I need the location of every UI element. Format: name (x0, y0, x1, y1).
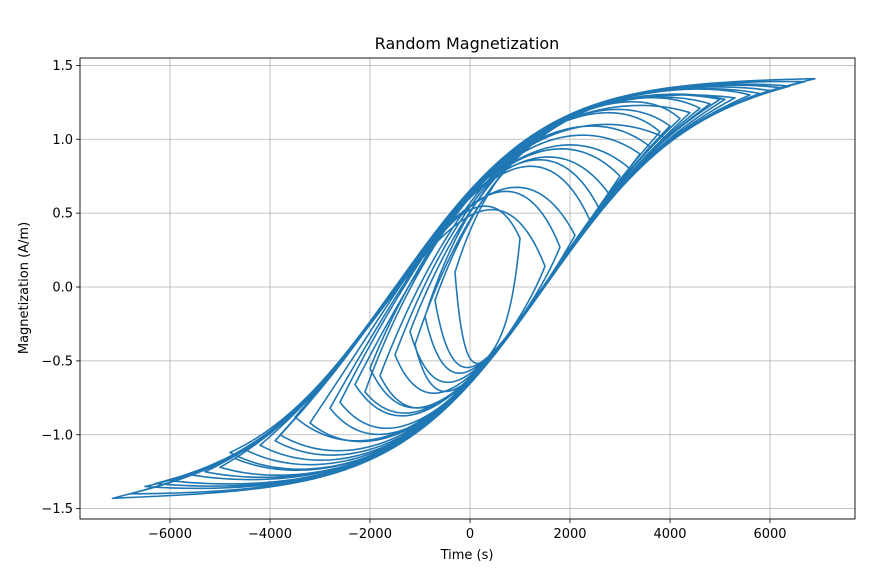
x-axis-label: Time (s) (440, 548, 494, 563)
plot-area (111, 77, 816, 500)
x-tick-label: −2000 (348, 527, 392, 542)
grid-lines (80, 58, 855, 519)
y-tick-label: −0.5 (41, 354, 73, 369)
y-tick-label: 0.0 (52, 281, 73, 296)
y-tick-label: −1.0 (41, 428, 73, 443)
x-tick-label: 6000 (753, 527, 786, 542)
y-tick-label: 1.0 (52, 133, 73, 148)
y-tick-label: −1.5 (41, 502, 73, 517)
y-axis-label: Magnetization (A/m) (17, 222, 32, 354)
x-tick-label: 0 (466, 527, 474, 542)
x-tick-label: 4000 (653, 527, 686, 542)
magnetization-series-line (111, 77, 816, 500)
x-tick-label: −6000 (148, 527, 192, 542)
x-tick-label: 2000 (553, 527, 586, 542)
chart-title: Random Magnetization (375, 34, 560, 53)
y-tick-label: 0.5 (52, 207, 73, 222)
y-tick-label: 1.5 (52, 59, 73, 74)
axis-ticks: −6000 −4000 −2000 0 2000 4000 6000 −1.5 −1.0 −0.5… (41, 59, 786, 542)
plot-frame (79, 57, 856, 520)
x-tick-label: −4000 (248, 527, 292, 542)
